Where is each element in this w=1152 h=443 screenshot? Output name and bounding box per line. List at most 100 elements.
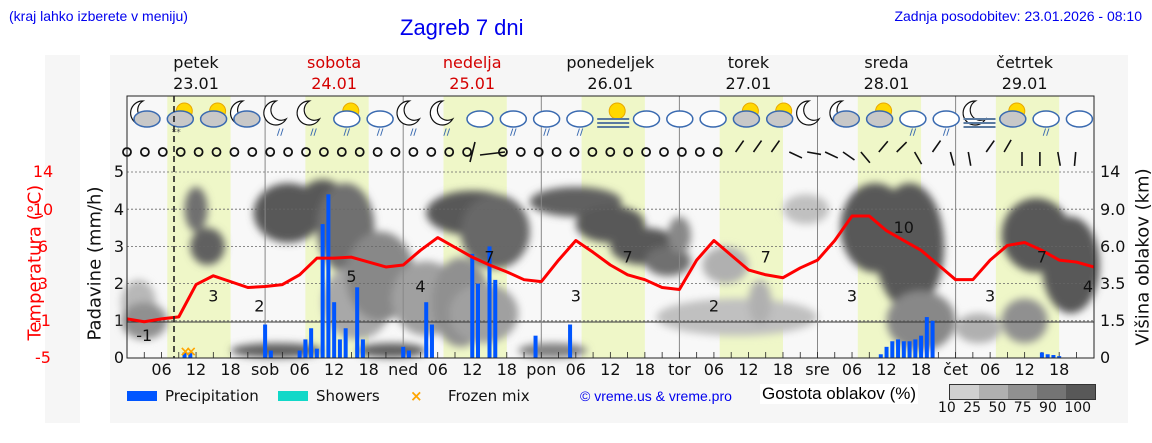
svg-text://: // <box>443 128 450 138</box>
sun-fog-icon <box>597 102 630 128</box>
rain-tick: 2 <box>113 274 124 293</box>
x-tick: 12 <box>1014 360 1035 379</box>
cloud-icon <box>1065 110 1094 128</box>
sun-cloud-icon <box>199 102 228 128</box>
svg-text://: // <box>943 128 950 138</box>
day-label: četrtek 29.01 <box>996 53 1054 93</box>
cloud-icon <box>666 110 694 128</box>
svg-text:7: 7 <box>623 248 633 267</box>
cloud-tick: 9.0 <box>1100 200 1126 219</box>
cloud-rain-icon: // <box>932 110 960 138</box>
temp-tick: -1 <box>35 311 51 330</box>
temp-tick: 10 <box>32 200 54 219</box>
rain-tick: 3 <box>113 237 124 256</box>
svg-text:7: 7 <box>484 248 494 267</box>
rain-tick: 4 <box>113 200 124 219</box>
day-label: petek 23.01 <box>173 53 219 93</box>
x-tick: 06 <box>289 360 310 379</box>
x-tick: 06 <box>703 360 725 379</box>
sun-cloud-icon <box>865 102 894 128</box>
svg-text:2: 2 <box>254 296 264 315</box>
svg-text:×: × <box>180 344 192 360</box>
svg-text://: // <box>310 128 317 138</box>
location-hint[interactable]: (kraj lahko izberete v meniju) <box>9 8 188 24</box>
cloud-tick: 0 <box>1100 348 1111 367</box>
x-tick: 12 <box>876 360 897 379</box>
svg-text:4: 4 <box>1083 277 1093 296</box>
svg-text://: // <box>577 128 584 138</box>
sun-cloud-icon <box>999 102 1027 128</box>
cloud-rain-icon: // <box>566 110 594 138</box>
temp-tick: 14 <box>32 162 54 181</box>
x-tick: 06 <box>841 360 863 379</box>
moon-icon <box>796 100 821 126</box>
rain-tick: 0 <box>113 348 124 367</box>
showers-swatch <box>278 391 308 401</box>
x-tick: 12 <box>738 360 759 379</box>
svg-text://: // <box>1043 128 1050 138</box>
x-tick: 18 <box>772 360 794 379</box>
svg-text://: // <box>277 128 284 138</box>
sun-cloud-icon <box>765 102 794 128</box>
x-tick: čet <box>943 360 969 379</box>
x-tick: 18 <box>220 360 241 379</box>
day-label: ponedeljek 26.01 <box>566 53 655 93</box>
temp-tick: -5 <box>35 348 51 367</box>
legend-precipitation: Precipitation <box>127 387 259 405</box>
x-tick: 12 <box>185 360 207 379</box>
frozen-mix-icon: × <box>410 387 423 405</box>
svg-text:10: 10 <box>894 218 914 237</box>
cloud-icon <box>466 110 494 128</box>
legend-frozen: × Frozen mix <box>410 387 530 405</box>
svg-text://: // <box>410 128 417 138</box>
svg-text:-1: -1 <box>136 326 152 345</box>
precipitation-swatch <box>127 391 157 401</box>
cloud-density-title: Gostota oblakov (%) <box>760 384 919 404</box>
svg-text://: // <box>910 128 917 138</box>
sun-cloud-snow-icon: ** <box>166 102 195 138</box>
legend-showers: Showers <box>278 387 380 405</box>
svg-text:3: 3 <box>571 287 581 306</box>
svg-text:**: ** <box>172 128 182 138</box>
x-tick: sob <box>250 360 280 379</box>
moon-rain-icon: // <box>429 100 455 138</box>
cloud-density-scale-labels: 10 25 50 75 90 100 <box>938 400 1092 416</box>
moon-cloud-icon <box>829 100 861 128</box>
x-tick: 06 <box>565 360 586 379</box>
sun-cloud-icon <box>732 102 761 128</box>
cloud-tick: 1.5 <box>1100 311 1126 330</box>
cloud-tick: 6.0 <box>1100 237 1126 256</box>
svg-text:7: 7 <box>1037 248 1047 267</box>
legend-precipitation-label: Precipitation <box>165 387 259 405</box>
x-tick: 06 <box>427 360 448 379</box>
svg-text://: // <box>377 128 384 138</box>
temp-tick: 6 <box>37 237 49 256</box>
x-tick: sre <box>805 360 830 379</box>
svg-text:4: 4 <box>415 277 425 296</box>
cloud-rain-icon: // <box>366 110 394 138</box>
temp-tick: 3 <box>37 274 49 293</box>
left-axis-panel <box>45 55 80 423</box>
sun-cloud-rain-icon: // <box>333 102 361 138</box>
svg-text:3: 3 <box>985 287 995 306</box>
x-tick: 06 <box>151 360 172 379</box>
moon-fog-icon <box>962 100 996 128</box>
cloud-tick: 14 <box>1100 162 1121 181</box>
x-tick: 12 <box>462 360 483 379</box>
x-tick: 18 <box>358 360 379 379</box>
moon-rain-icon: // <box>296 100 322 138</box>
legend-frozen-label: Frozen mix <box>448 387 530 405</box>
cloud-icon <box>699 110 727 128</box>
day-label: sreda 28.01 <box>863 53 910 93</box>
cloud-rain-icon: // <box>499 110 528 138</box>
moon-rain-icon: // <box>396 100 422 138</box>
x-tick: 18 <box>634 360 656 379</box>
copyright-link[interactable]: © vreme.us & vreme.pro <box>580 388 732 404</box>
x-tick: pon <box>526 360 557 379</box>
svg-text://: // <box>543 128 550 138</box>
svg-text:3: 3 <box>847 287 857 306</box>
rain-tick: 5 <box>113 162 124 181</box>
x-tick: 12 <box>323 360 345 379</box>
svg-text://: // <box>510 128 517 138</box>
